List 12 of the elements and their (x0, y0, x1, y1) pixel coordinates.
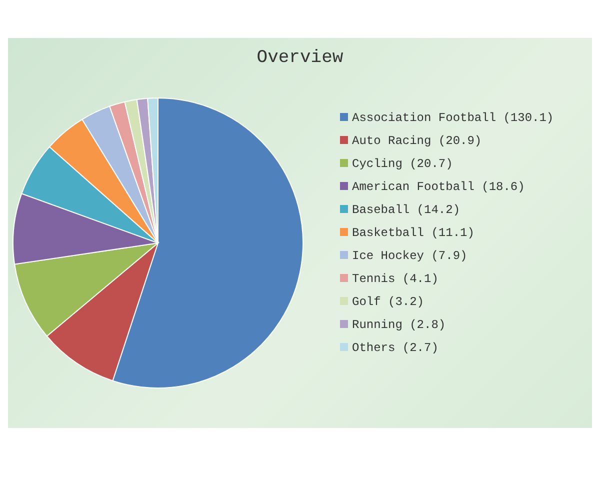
legend-label: Ice Hockey (7.9) (352, 248, 468, 262)
legend-label: Others (2.7) (352, 340, 438, 354)
legend-label: Association Football (130.1) (352, 110, 554, 124)
legend-label: Tennis (4.1) (352, 272, 438, 286)
legend-label: American Football (18.6) (352, 180, 525, 194)
legend-label: Running (2.8) (352, 318, 446, 332)
legend-label: Cycling (20.7) (352, 156, 453, 170)
chart-title: Overview (256, 48, 344, 68)
legend-label: Auto Racing (20.9) (352, 134, 482, 148)
legend-label: Basketball (11.1) (352, 226, 474, 240)
legend-label: Golf (3.2) (352, 294, 424, 308)
legend-label: Baseball (14.2) (352, 202, 460, 216)
